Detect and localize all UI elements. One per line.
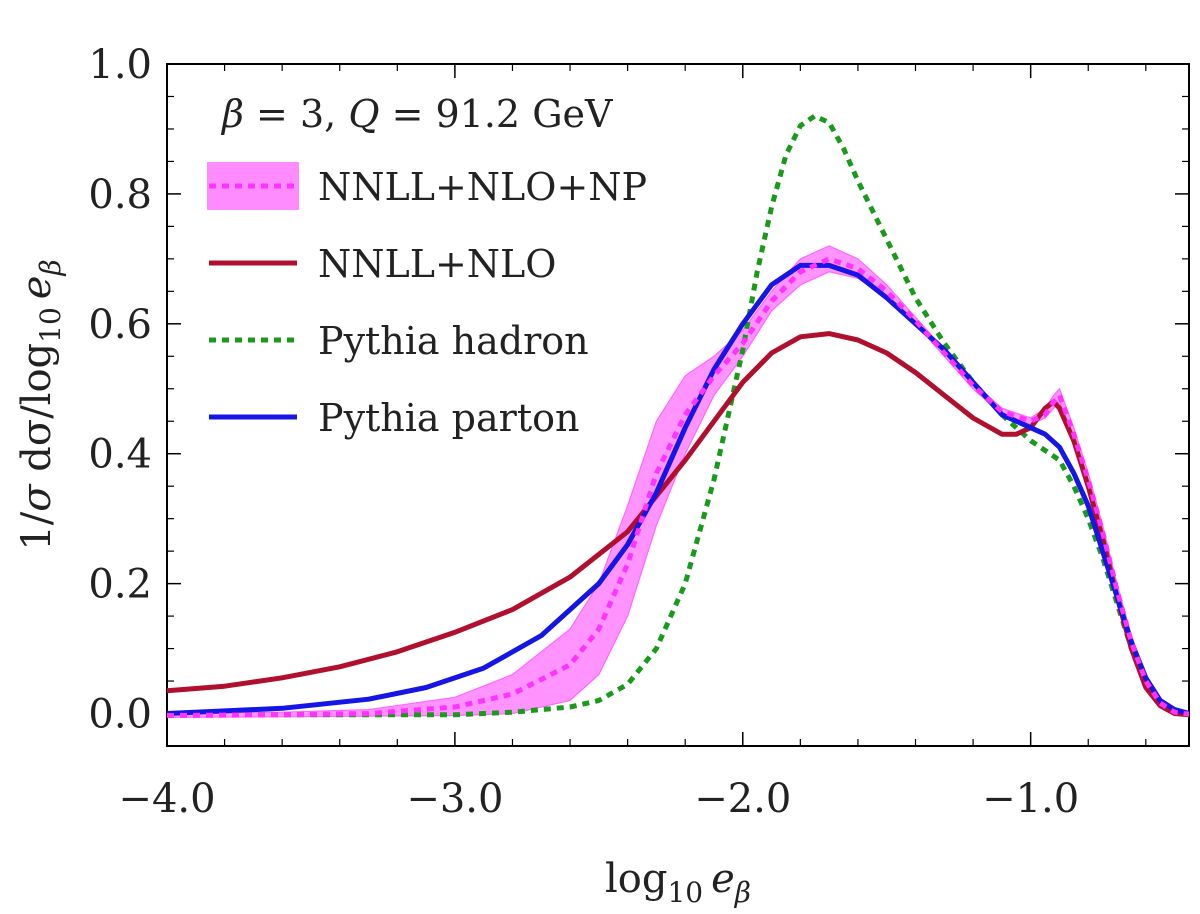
legend-label-pythia-parton: Pythia parton (318, 396, 579, 440)
ylabel-var-sub: β (34, 259, 67, 276)
legend-label-nnll-nlo-np: NNLL+NLO+NP (318, 165, 647, 209)
y-tick-label: 0.0 (88, 692, 152, 738)
plot-area (166, 63, 1190, 747)
ylabel-pre: 1/ (14, 511, 60, 550)
annot-energy-value: 91.2 (435, 92, 520, 136)
y-tick-label: 0.6 (88, 302, 152, 348)
annot-eq-1: = (244, 92, 300, 136)
parameter-annotation: β = 3, Q = 91.2 GeV (220, 92, 613, 136)
x-tick-label: −3.0 (406, 776, 503, 822)
series-line-nnll-nlo-np (167, 256, 1189, 718)
y-axis-title: 1/σ dσ/log10 eβ (14, 259, 67, 550)
y-tick-label: 0.4 (88, 432, 152, 478)
legend: NNLL+NLO+NP NNLL+NLO Pythia hadron Pythi… (207, 162, 647, 440)
x-tick-label: −1.0 (982, 776, 1079, 822)
y-tick-label: 0.2 (88, 562, 152, 608)
annot-energy-unit: GeV (532, 92, 613, 136)
xlabel-var: e (711, 856, 735, 902)
y-tick-label: 1.0 (88, 42, 152, 88)
legend-label-nnll-nlo: NNLL+NLO (318, 242, 556, 286)
np-uncertainty-band (167, 245, 1189, 719)
x-tick-label: −4.0 (118, 776, 215, 822)
ylabel-var: e (14, 276, 60, 300)
xlabel-log: log (605, 856, 667, 902)
annot-param-value: 3 (300, 92, 324, 136)
xlabel-log-sub: 10 (667, 876, 703, 909)
y-tick-label: 0.8 (88, 172, 152, 218)
annot-param-name: β (220, 92, 244, 136)
ylabel-mid: dσ/ (14, 405, 60, 485)
annot-eq-2: = (379, 92, 435, 136)
ylabel-log-sub: 10 (34, 307, 67, 343)
ylabel-sigma: σ (14, 483, 60, 512)
x-axis-title: log10 eβ (605, 856, 751, 909)
annot-space (520, 92, 532, 136)
annot-sep: , (324, 92, 348, 136)
ylabel-log: log (14, 343, 60, 405)
series-line-pythia-parton (167, 262, 1189, 716)
annot-energy-label: Q (348, 92, 379, 136)
x-tick-label: −2.0 (694, 776, 791, 822)
legend-label-pythia-hadron: Pythia hadron (318, 319, 589, 363)
data-layer (167, 113, 1189, 719)
y-tick-labels: 0.0 0.2 0.4 0.6 0.8 1.0 (88, 42, 152, 738)
xlabel-var-sub: β (734, 876, 751, 909)
x-tick-labels: −4.0 −3.0 −2.0 −1.0 (118, 776, 1079, 822)
